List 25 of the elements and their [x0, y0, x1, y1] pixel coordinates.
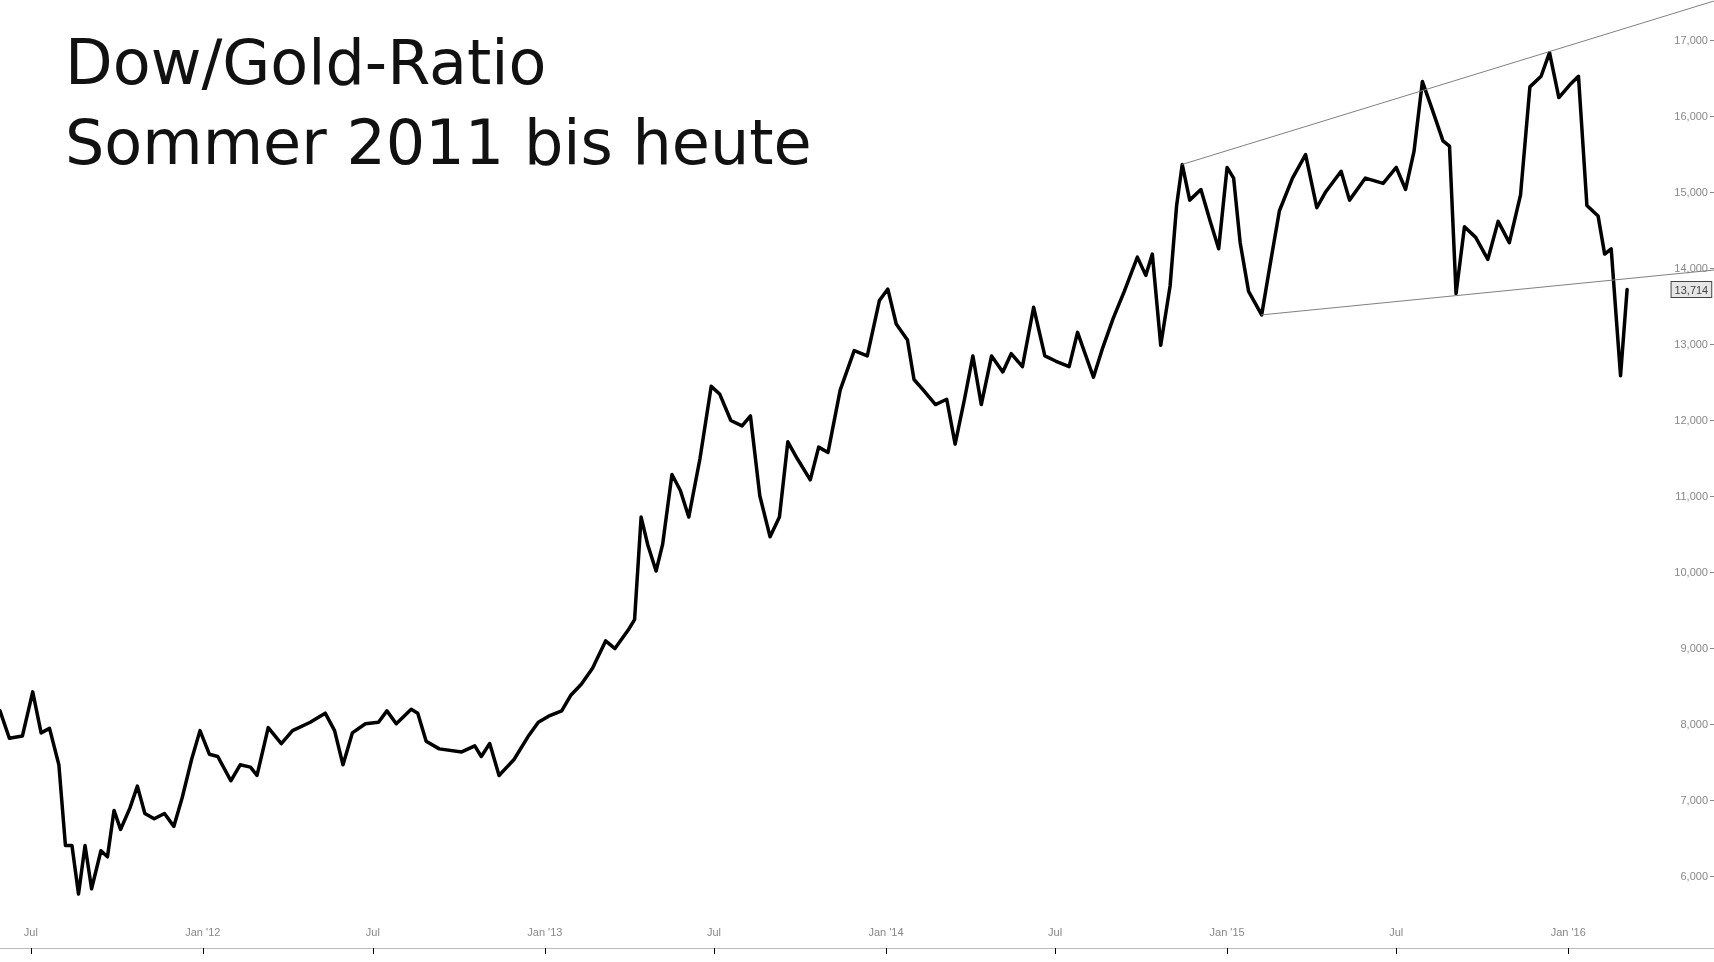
y-tick-label: 9,000	[1680, 641, 1708, 654]
y-tick-label: 10,000	[1674, 565, 1708, 578]
x-tick-label: Jul	[1389, 925, 1404, 938]
y-tick-label: 15,000	[1674, 185, 1708, 198]
y-tick-label: 11,000	[1675, 489, 1708, 502]
x-tick-label: Jul	[1048, 925, 1063, 938]
y-tick-label: 12,000	[1674, 413, 1708, 426]
y-tick-label: 7,000	[1680, 793, 1708, 806]
x-tick-label: Jan '12	[185, 925, 221, 938]
y-tick-label: 17,000	[1674, 33, 1708, 46]
x-tick-label: Jan '15	[1209, 925, 1245, 938]
y-tick-label: 8,000	[1680, 717, 1708, 730]
x-tick-label: Jul	[365, 925, 380, 938]
y-tick-label: 16,000	[1674, 109, 1708, 122]
y-tick-label: 14,000	[1674, 261, 1708, 274]
text: Sommer 2011 bis heute	[65, 105, 812, 179]
annotation: 13,714	[1674, 283, 1709, 296]
x-tick-label: Jul	[706, 925, 722, 938]
x-tick-label: Jan '16	[1550, 925, 1586, 938]
x-tick-label: Jul	[23, 925, 38, 938]
x-tick-label: Jan '13	[527, 925, 563, 938]
x-tick-label: Jan '14	[868, 925, 904, 938]
y-tick-label: 13,000	[1674, 337, 1708, 350]
chart-title: Dow/Gold-Ratio	[65, 25, 547, 99]
y-tick-label: 6,000	[1680, 869, 1708, 882]
